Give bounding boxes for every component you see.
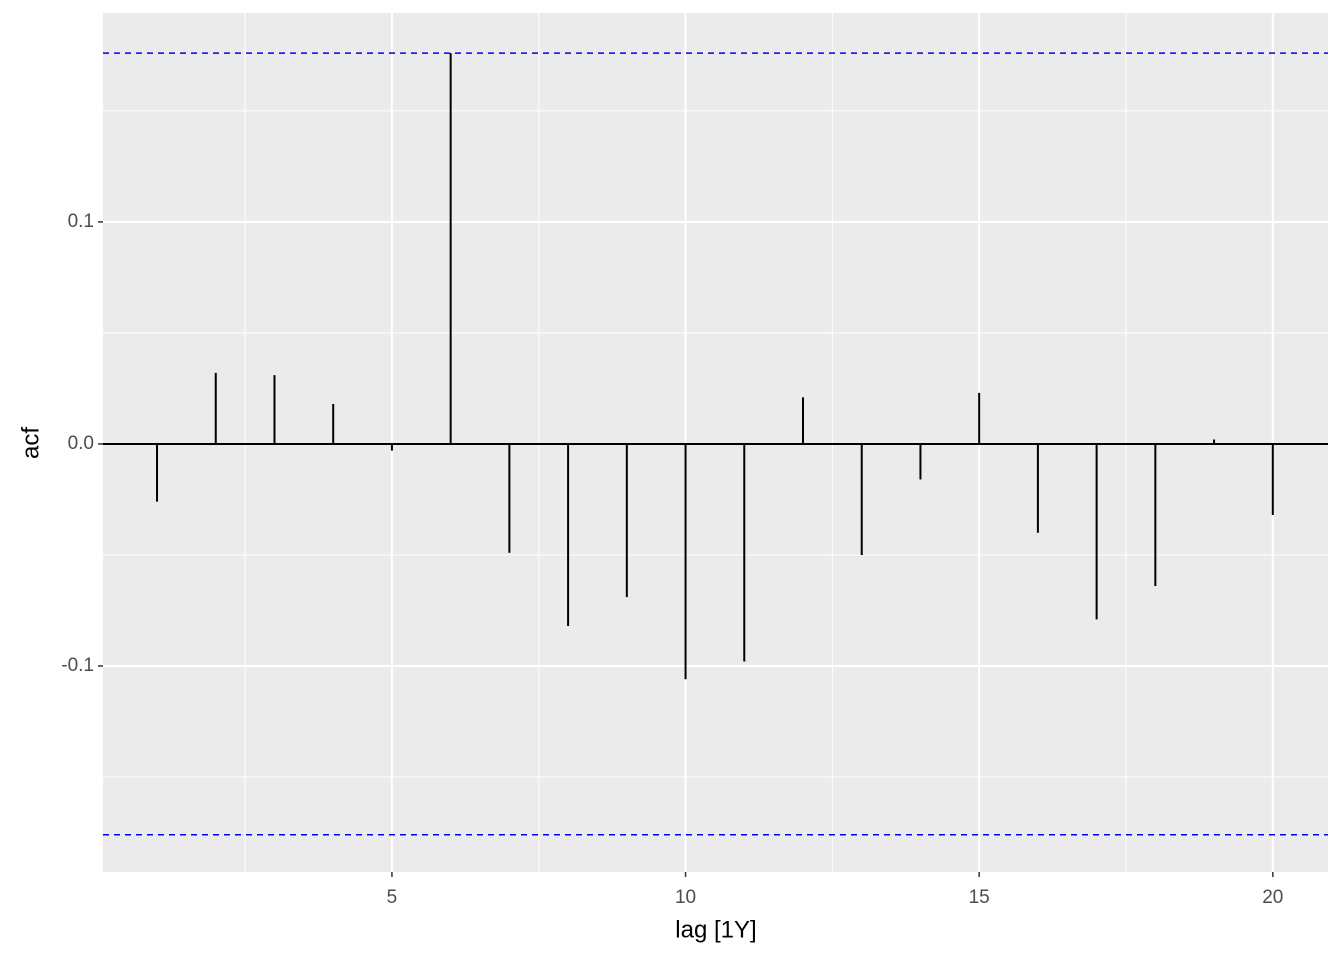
- x-tick-label: 15: [969, 887, 990, 908]
- x-tick-label: 10: [675, 887, 696, 908]
- y-tick-label: 0.0: [68, 433, 94, 454]
- panel: [103, 13, 1328, 872]
- y-tick-label: 0.1: [68, 211, 94, 232]
- y-tick-label: -0.1: [61, 655, 94, 676]
- y-axis-title: acf: [17, 427, 44, 459]
- x-tick-label: 20: [1262, 887, 1283, 908]
- x-axis-title: lag [1Y]: [675, 916, 756, 943]
- x-tick-label: 5: [387, 887, 398, 908]
